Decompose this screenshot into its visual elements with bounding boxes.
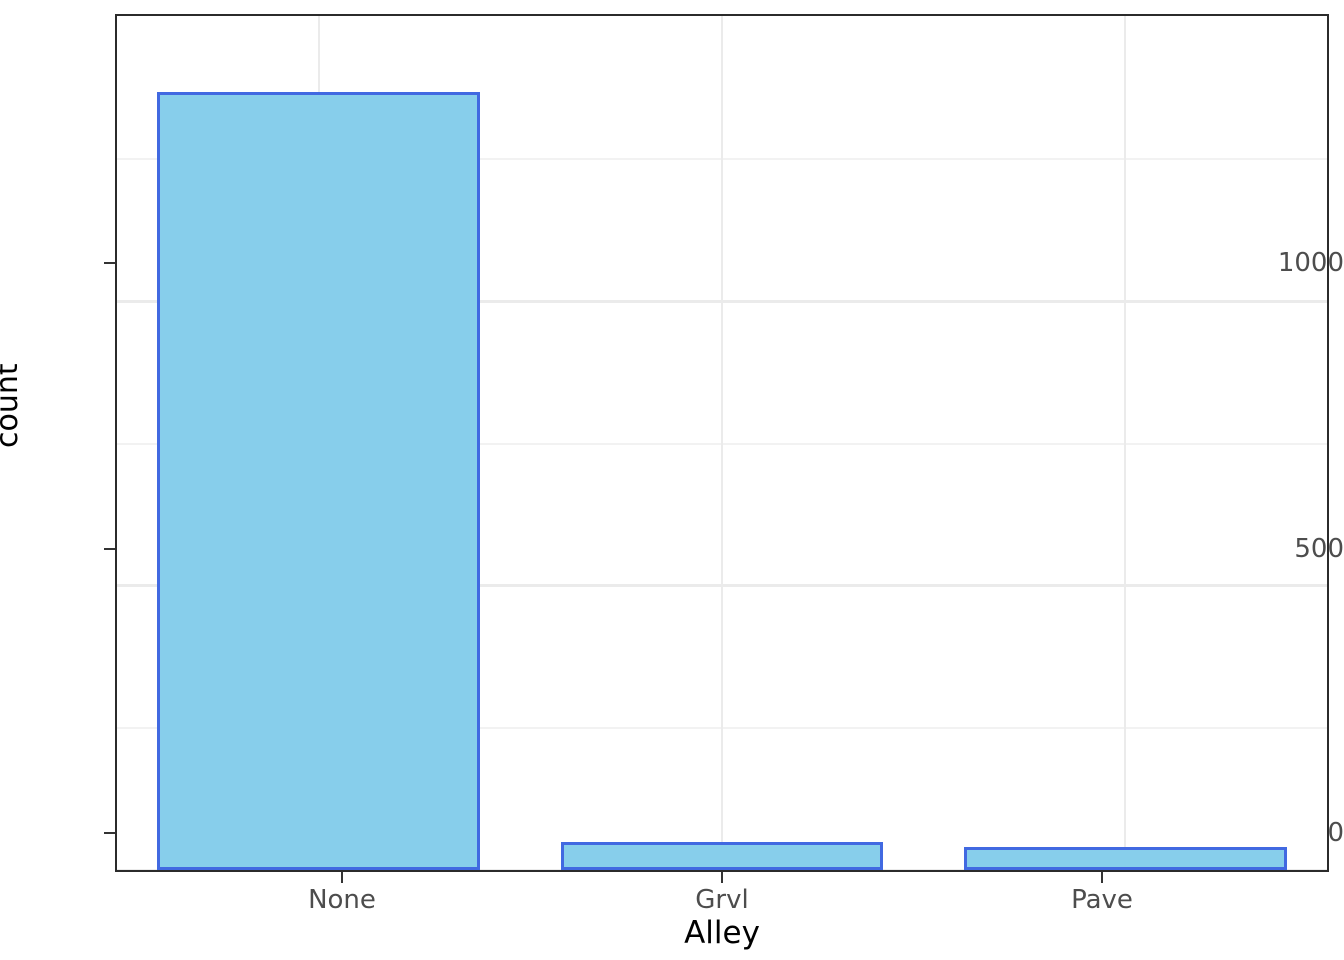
x-tick-mark-none <box>341 872 343 883</box>
y-axis-title: count <box>0 363 25 448</box>
x-tick-label-none: None <box>308 885 376 915</box>
y-tick-label-0: 0 <box>1327 818 1344 848</box>
x-tick-label-pave: Pave <box>1071 885 1133 915</box>
bar-pave <box>964 846 1287 870</box>
x-tick-label-grvl: Grvl <box>695 885 749 915</box>
x-tick-mark-pave <box>1101 872 1103 883</box>
x-axis-title: Alley <box>684 915 760 951</box>
y-tick-label-500: 500 <box>1294 534 1344 564</box>
x-tick-mark-grvl <box>721 872 723 883</box>
y-tick-mark-500 <box>104 548 115 550</box>
gridline-major-x-grvl <box>721 16 723 870</box>
plot-panel <box>115 14 1329 872</box>
bar-none <box>157 91 480 870</box>
bar-grvl <box>560 841 884 870</box>
y-tick-label-1000: 1000 <box>1277 248 1344 278</box>
gridline-major-x-pave <box>1124 16 1127 870</box>
y-tick-mark-1000 <box>104 262 115 264</box>
y-tick-mark-0 <box>104 832 115 834</box>
